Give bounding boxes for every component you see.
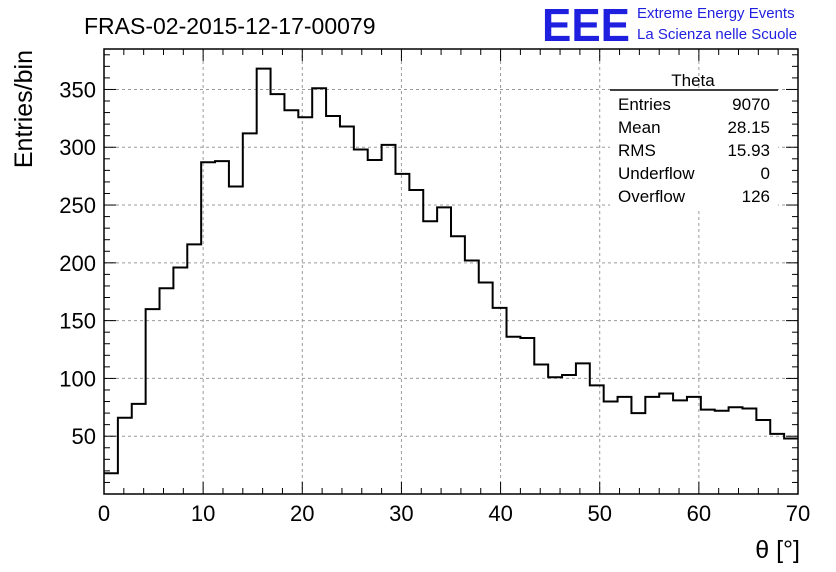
histogram-bin xyxy=(173,267,187,494)
histogram-bin xyxy=(618,397,632,494)
stats-value: 15.93 xyxy=(727,141,770,160)
x-tick-labels: 0 10 20 30 40 50 60 70 xyxy=(98,501,810,526)
x-tick-label: 0 xyxy=(98,501,110,526)
histogram-bin xyxy=(770,434,784,494)
histogram-bin xyxy=(645,397,659,494)
histogram-bin xyxy=(298,117,312,494)
stats-value: 126 xyxy=(742,187,770,206)
x-tick-label: 20 xyxy=(290,501,314,526)
histogram-bin xyxy=(631,413,645,494)
x-axis-label: θ [°] xyxy=(755,536,800,564)
logo-text: EEE xyxy=(542,0,630,51)
stats-label: Entries xyxy=(618,95,671,114)
y-tick-label: 50 xyxy=(72,424,96,449)
plot-frame xyxy=(103,48,799,495)
histogram-bin xyxy=(382,145,396,494)
y-tick-label: 100 xyxy=(59,366,96,391)
histogram-bin xyxy=(326,116,340,494)
histogram-bin xyxy=(340,126,354,494)
stats-title: Theta xyxy=(671,71,715,90)
y-axis-label: Entries/bin xyxy=(10,50,38,168)
chart-title: FRAS-02-2015-12-17-00079 xyxy=(84,13,376,39)
histogram-bin xyxy=(465,261,479,494)
histogram-bin xyxy=(451,236,465,494)
histogram-bin xyxy=(576,363,590,494)
stats-label: Overflow xyxy=(618,187,686,206)
histogram-bin xyxy=(604,402,618,494)
x-tick-label: 40 xyxy=(488,501,512,526)
histogram-bin xyxy=(257,69,271,494)
histogram-bin xyxy=(784,439,798,494)
histogram-bin xyxy=(243,133,257,494)
histogram-bin xyxy=(160,288,174,494)
histogram-bin xyxy=(437,207,451,494)
x-tick-label: 10 xyxy=(191,501,215,526)
histogram-bin xyxy=(562,375,576,494)
histogram-bin xyxy=(548,377,562,494)
histogram-bin xyxy=(229,187,243,494)
stats-value: 9070 xyxy=(732,95,770,114)
histogram-bin xyxy=(368,160,382,494)
histogram-bin xyxy=(520,338,534,494)
y-tick-label: 150 xyxy=(59,309,96,334)
y-tick-labels: 50 100 150 200 250 300 350 xyxy=(59,77,96,449)
histogram-bin xyxy=(284,110,298,494)
histogram-bin xyxy=(590,385,604,494)
histogram-bin xyxy=(423,221,437,494)
histogram-bin xyxy=(673,400,687,494)
histogram-bin xyxy=(479,282,493,494)
histogram-bin xyxy=(104,473,118,494)
y-tick-label: 200 xyxy=(59,251,96,276)
histogram-bin xyxy=(201,162,215,494)
histogram-bin xyxy=(756,420,770,494)
axis-ticks xyxy=(103,49,799,494)
y-tick-label: 300 xyxy=(59,135,96,160)
histogram-bin xyxy=(701,410,715,494)
y-tick-label: 350 xyxy=(59,77,96,102)
histogram-bin xyxy=(118,418,132,494)
x-tick-label: 50 xyxy=(587,501,611,526)
logo-line1: Extreme Energy Events xyxy=(637,5,795,22)
logo-line2: La Scienza nelle Scuole xyxy=(637,26,797,43)
stats-value: 28.15 xyxy=(727,118,770,137)
histogram-bin xyxy=(146,309,160,494)
histogram-bin xyxy=(354,150,368,494)
histogram-bin xyxy=(395,174,409,494)
histogram-bin xyxy=(715,411,729,494)
eee-logo: EEE Extreme Energy Events La Scienza nel… xyxy=(542,0,797,51)
histogram-bin xyxy=(687,397,701,494)
histogram-bin xyxy=(493,308,507,494)
y-tick-label: 250 xyxy=(59,193,96,218)
x-tick-label: 60 xyxy=(687,501,711,526)
histogram-outline xyxy=(104,67,798,475)
histogram-bin xyxy=(187,244,201,494)
x-tick-label: 70 xyxy=(786,501,810,526)
stats-value: 0 xyxy=(761,164,770,183)
histogram-bin xyxy=(534,365,548,494)
histogram-bin xyxy=(312,88,326,494)
stats-label: Underflow xyxy=(618,164,695,183)
x-tick-label: 30 xyxy=(389,501,413,526)
histogram-bin xyxy=(215,161,229,494)
histogram-bin xyxy=(132,404,146,494)
histogram-bin xyxy=(507,337,521,494)
histogram-bin xyxy=(409,190,423,494)
stats-label: RMS xyxy=(618,141,656,160)
histogram-bin xyxy=(271,94,285,494)
histogram-bin xyxy=(659,393,673,494)
stats-label: Mean xyxy=(618,118,661,137)
histogram-bin xyxy=(742,408,756,494)
stats-box: Theta Entries 9070 Mean 28.15 RMS 15.93 Underf… xyxy=(610,71,778,210)
histogram-bin xyxy=(729,407,743,494)
